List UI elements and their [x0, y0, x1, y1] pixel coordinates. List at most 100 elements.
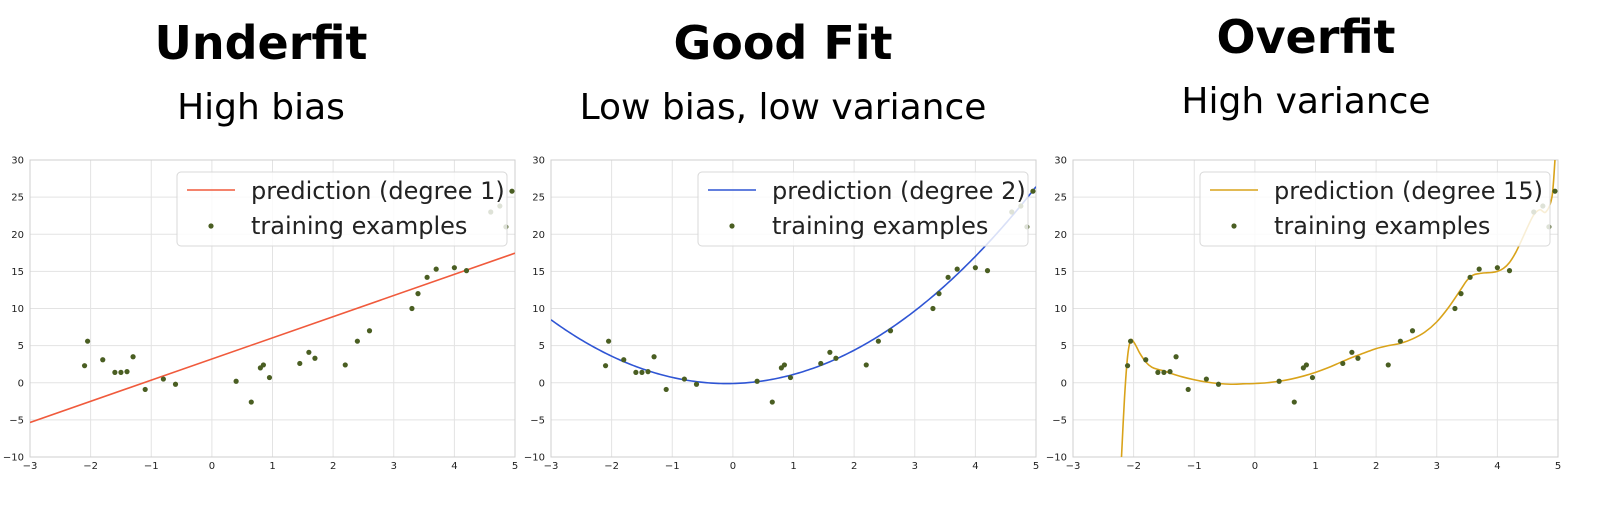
- training-point: [1215, 381, 1222, 387]
- y-tick-label: 5: [18, 341, 24, 352]
- y-tick-label: 15: [532, 267, 545, 278]
- training-point: [342, 362, 348, 368]
- training-point: [605, 338, 612, 344]
- training-point: [366, 328, 373, 334]
- training-point: [875, 338, 881, 344]
- legend: prediction (degree 15) training examples: [1199, 171, 1551, 247]
- training-point: [863, 362, 869, 368]
- training-point: [769, 399, 775, 405]
- chart-panel-3: −3 −2 −1 0 1 2 3 4 5−10−5051015202530prediction …: [1046, 156, 1561, 473]
- x-tick-label: 2: [330, 461, 336, 472]
- legend-label-points: training examples: [772, 212, 988, 240]
- y-tick-label: 10: [11, 304, 24, 315]
- x-tick-label: −2: [604, 461, 619, 472]
- x-tick-label: −3: [544, 461, 559, 472]
- x-tick-label: −1: [144, 461, 159, 472]
- x-tick-label: 1: [1312, 461, 1318, 472]
- y-tick-label: 10: [532, 304, 545, 315]
- training-point: [1349, 349, 1355, 355]
- training-point: [645, 369, 651, 375]
- training-point: [833, 355, 839, 361]
- y-tick-label: 30: [532, 156, 545, 167]
- training-point: [1173, 354, 1179, 360]
- training-point: [1124, 363, 1131, 369]
- training-point: [681, 376, 687, 382]
- training-point: [754, 378, 760, 384]
- training-point: [1185, 386, 1191, 393]
- training-point: [451, 265, 457, 271]
- y-tick-label: 25: [11, 193, 24, 204]
- training-point: [312, 355, 318, 361]
- plot-frame: [550, 159, 1037, 458]
- x-tick-label: 2: [851, 461, 857, 472]
- x-tick-label: −3: [23, 461, 38, 472]
- training-point: [233, 378, 239, 384]
- training-point: [787, 374, 794, 381]
- training-point: [639, 369, 645, 375]
- training-point: [1167, 369, 1173, 375]
- y-tick-label: 15: [11, 267, 24, 278]
- legend-label-prediction: prediction (degree 1): [251, 177, 505, 205]
- x-tick-label: −1: [665, 461, 680, 472]
- training-point: [1494, 265, 1500, 271]
- prediction-line: [30, 252, 515, 424]
- panel-subtitle: Low bias, low variance: [579, 87, 987, 128]
- training-point: [954, 266, 960, 272]
- y-tick-label: −5: [530, 415, 545, 426]
- y-tick-label: 20: [11, 230, 24, 241]
- panel-title: Overfit: [1216, 10, 1396, 64]
- legend-point-swatch: [729, 223, 735, 229]
- training-point: [100, 357, 106, 363]
- training-point: [160, 376, 166, 382]
- legend-point-swatch: [1231, 223, 1237, 229]
- prediction-line: [1120, 160, 1556, 457]
- training-point: [415, 291, 421, 297]
- training-point: [693, 381, 700, 387]
- training-point: [1355, 355, 1361, 361]
- training-point: [1276, 378, 1282, 384]
- panel-header-1: Underfit High bias: [1, 20, 521, 126]
- legend-point-swatch: [208, 223, 214, 229]
- x-tick-label: 1: [790, 461, 796, 472]
- legend: prediction (degree 1) training examples: [176, 171, 508, 247]
- y-tick-label: 0: [539, 378, 545, 389]
- training-point: [354, 338, 360, 344]
- x-tick-label: 3: [1434, 461, 1440, 472]
- y-tick-label: 15: [1054, 267, 1067, 278]
- training-point: [887, 328, 894, 334]
- x-tick-label: 5: [1033, 461, 1039, 472]
- training-point: [84, 338, 91, 344]
- plot-area: [551, 186, 1036, 405]
- training-point: [172, 381, 179, 387]
- legend-label-points: training examples: [251, 212, 467, 240]
- x-tick-label: 0: [209, 461, 215, 472]
- training-point: [781, 362, 788, 368]
- y-tick-label: 0: [1061, 378, 1067, 389]
- panel-title: Underfit: [154, 16, 368, 70]
- chart-panel-1: −3 −2 −1 0 1 2 3 4 5−10−5051015202530prediction …: [3, 156, 518, 473]
- y-tick-label: 30: [1054, 156, 1067, 167]
- panel-subtitle: High variance: [1181, 81, 1431, 122]
- y-tick-label: −10: [3, 453, 24, 464]
- training-point: [945, 274, 951, 280]
- training-point: [1458, 291, 1464, 297]
- legend-box: [176, 171, 508, 247]
- training-point: [633, 369, 639, 375]
- training-point: [1476, 266, 1482, 272]
- training-point: [118, 369, 124, 375]
- training-point: [621, 357, 627, 363]
- x-tick-label: 5: [1555, 461, 1561, 472]
- training-point: [1385, 362, 1391, 368]
- training-point: [124, 369, 130, 375]
- legend: prediction (degree 2) training examples: [697, 171, 1029, 247]
- y-tick-label: 5: [539, 341, 545, 352]
- training-point: [509, 188, 515, 194]
- training-point: [266, 374, 273, 381]
- training-point: [81, 363, 88, 369]
- y-tick-label: 10: [1054, 304, 1067, 315]
- y-tick-label: −10: [1046, 453, 1067, 464]
- x-tick-label: −2: [1126, 461, 1141, 472]
- y-tick-label: 25: [532, 193, 545, 204]
- training-point: [424, 274, 430, 280]
